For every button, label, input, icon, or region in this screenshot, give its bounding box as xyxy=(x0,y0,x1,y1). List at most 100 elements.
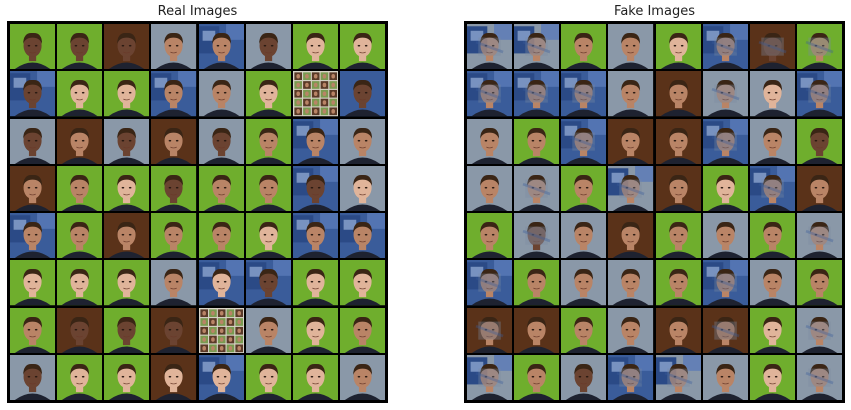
fake-image-tile xyxy=(749,71,795,117)
real-image-tile xyxy=(198,307,244,353)
fake-image-tile xyxy=(702,24,748,70)
fake-image xyxy=(655,71,701,117)
fake-image-tile xyxy=(561,24,607,70)
fake-image xyxy=(749,354,795,400)
fake-image-tile xyxy=(796,307,842,353)
fake-image xyxy=(561,165,607,211)
real-image-tile xyxy=(57,165,103,211)
real-image xyxy=(57,260,103,306)
real-image-tile xyxy=(198,213,244,259)
real-image xyxy=(198,165,244,211)
fake-image-tile xyxy=(702,307,748,353)
fake-image xyxy=(608,213,654,259)
real-image-tile xyxy=(104,165,150,211)
fake-image-tile xyxy=(467,307,513,353)
fake-image-tile xyxy=(467,260,513,306)
real-image xyxy=(292,354,338,400)
real-image-tile xyxy=(245,213,291,259)
fake-image xyxy=(561,118,607,164)
real-image-tile xyxy=(339,118,385,164)
real-image-tile xyxy=(104,354,150,400)
fake-image xyxy=(702,24,748,70)
real-image-tile xyxy=(151,165,197,211)
real-image xyxy=(104,213,150,259)
real-image-tile xyxy=(198,165,244,211)
real-image xyxy=(292,260,338,306)
real-image xyxy=(10,307,56,353)
fake-image-tile xyxy=(467,165,513,211)
real-image-tile xyxy=(292,354,338,400)
real-image xyxy=(245,165,291,211)
real-image xyxy=(292,165,338,211)
fake-image xyxy=(514,260,560,306)
real-image-tile xyxy=(339,260,385,306)
fake-image xyxy=(749,71,795,117)
fake-image xyxy=(749,165,795,211)
real-image xyxy=(57,118,103,164)
real-image-tile xyxy=(292,24,338,70)
fake-image-tile xyxy=(796,213,842,259)
real-image xyxy=(151,213,197,259)
fake-image xyxy=(514,118,560,164)
fake-image xyxy=(561,354,607,400)
fake-image xyxy=(749,307,795,353)
real-image-tile xyxy=(10,71,56,117)
real-image-tile xyxy=(10,354,56,400)
fake-image xyxy=(467,24,513,70)
fake-image xyxy=(702,213,748,259)
fake-image-tile xyxy=(796,354,842,400)
real-image-tile xyxy=(245,354,291,400)
real-image xyxy=(10,118,56,164)
real-image-tile xyxy=(339,165,385,211)
real-image xyxy=(292,118,338,164)
fake-image-tile xyxy=(749,213,795,259)
real-image xyxy=(151,24,197,70)
fake-image xyxy=(796,165,842,211)
fake-image-tile xyxy=(608,118,654,164)
real-image xyxy=(10,213,56,259)
real-image-tile xyxy=(57,118,103,164)
real-image-tile xyxy=(198,354,244,400)
real-image xyxy=(198,354,244,400)
fake-image xyxy=(608,165,654,211)
fake-image xyxy=(796,24,842,70)
fake-image xyxy=(608,71,654,117)
real-image xyxy=(198,118,244,164)
fake-image xyxy=(467,213,513,259)
fake-image xyxy=(514,354,560,400)
real-image xyxy=(104,24,150,70)
fake-image-tile xyxy=(467,71,513,117)
real-image-tile xyxy=(245,260,291,306)
real-image xyxy=(245,24,291,70)
fake-image xyxy=(608,260,654,306)
real-image-tile xyxy=(57,260,103,306)
real-image-tile xyxy=(151,354,197,400)
fake-image-tile xyxy=(655,213,701,259)
fake-image xyxy=(655,118,701,164)
real-image xyxy=(339,354,385,400)
real-image xyxy=(104,307,150,353)
fake-image-tile xyxy=(796,260,842,306)
fake-image-tile xyxy=(796,24,842,70)
fake-image-tile xyxy=(796,165,842,211)
fake-image xyxy=(796,71,842,117)
fake-image xyxy=(749,118,795,164)
fake-image xyxy=(655,307,701,353)
real-image xyxy=(245,118,291,164)
real-image xyxy=(104,71,150,117)
fake-image xyxy=(655,213,701,259)
real-image xyxy=(198,307,244,353)
real-image-tile xyxy=(339,71,385,117)
real-image-tile xyxy=(104,71,150,117)
fake-image-tile xyxy=(561,71,607,117)
real-image-tile xyxy=(245,24,291,70)
real-image xyxy=(292,71,338,117)
fake-image xyxy=(749,213,795,259)
fake-image xyxy=(702,71,748,117)
fake-image-tile xyxy=(561,165,607,211)
real-image xyxy=(57,213,103,259)
real-image-tile xyxy=(57,24,103,70)
real-image-tile xyxy=(292,165,338,211)
fake-image xyxy=(514,165,560,211)
